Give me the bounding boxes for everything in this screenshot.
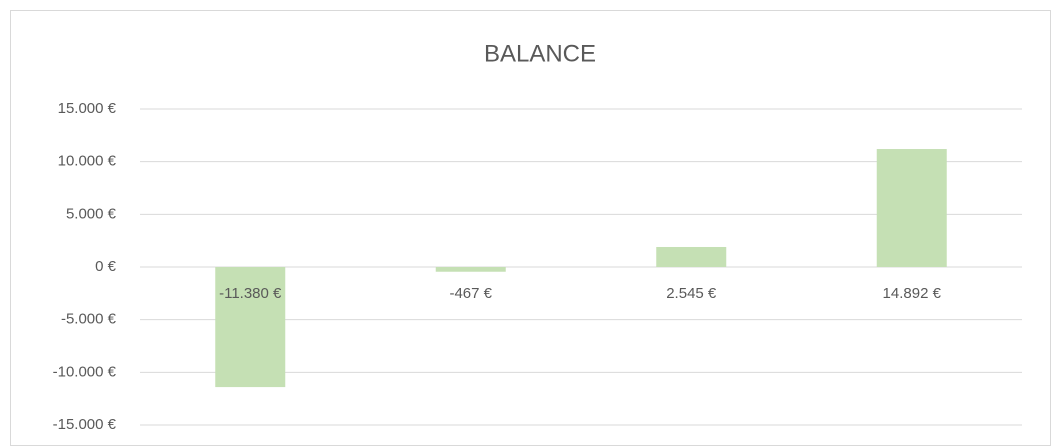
bar	[215, 267, 286, 388]
x-tick-label: -467 €	[449, 285, 492, 302]
y-tick-label: 15.000 €	[58, 100, 117, 117]
chart-title: BALANCE	[484, 40, 596, 67]
y-tick-label: 10.000 €	[58, 153, 117, 170]
bar	[876, 149, 947, 267]
y-tick-label: -10.000 €	[53, 363, 117, 380]
x-tick-label: 2.545 €	[666, 285, 717, 302]
bar	[435, 267, 506, 272]
bar	[656, 246, 727, 267]
x-tick-label: 14.892 €	[883, 285, 942, 302]
y-tick-label: 0 €	[95, 258, 117, 275]
y-tick-label: 5.000 €	[66, 205, 117, 222]
y-tick-label: -15.000 €	[53, 416, 117, 433]
x-tick-label: -11.380 €	[219, 285, 282, 302]
y-tick-label: -5.000 €	[61, 311, 117, 328]
